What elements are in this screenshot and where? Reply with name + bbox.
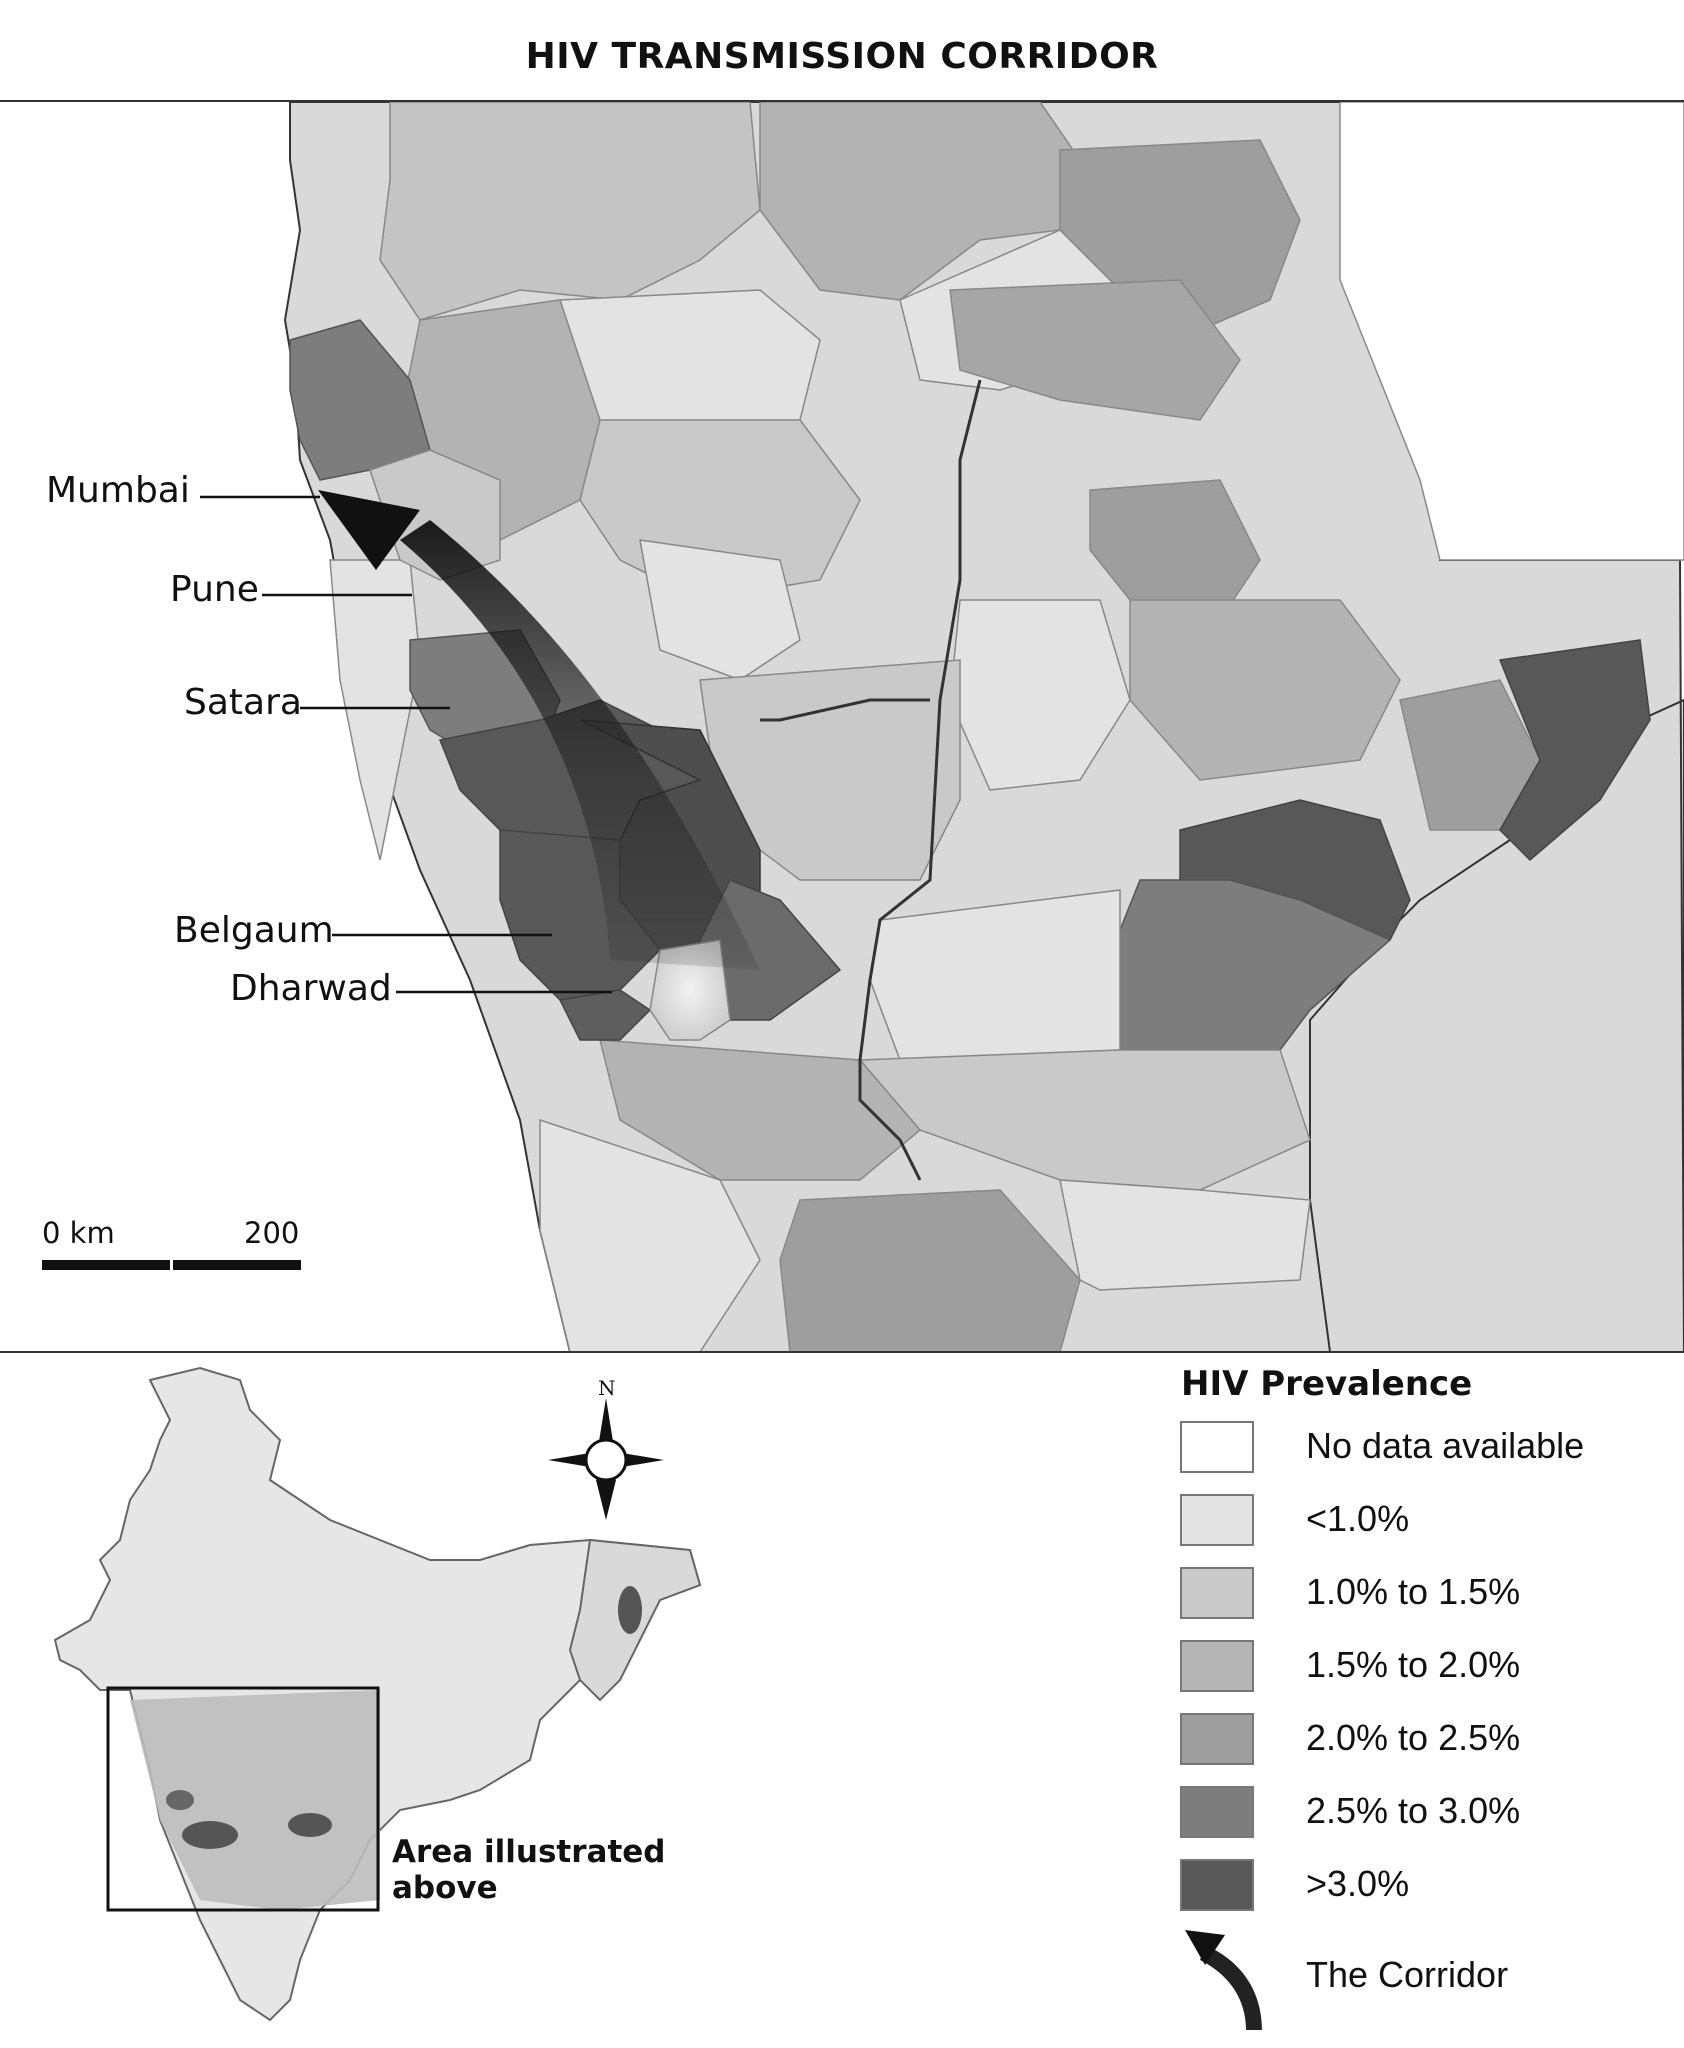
district-north-a [379,102,761,321]
corridor-arrow [318,490,760,970]
state-border [858,379,982,1181]
district-west-coast [329,559,421,861]
legend-corridor-label: The Corridor [1306,1954,1509,1995]
district-center-c [639,539,801,681]
district-south-e [779,1189,1081,1352]
legend-item: 1.0% to 1.5% [1180,1567,1640,1623]
legend-item: >3.0% [1180,1859,1640,1915]
legend-swatch [1180,1786,1254,1838]
city-label-satara: Satara [184,682,302,723]
legend-label: <1.0% [1306,1498,1410,1539]
city-label-dharwad: Dharwad [230,968,392,1009]
legend-swatch [1180,1713,1254,1765]
district-east-dark [1498,639,1651,862]
inset-area-label-line2: above [392,1870,498,1906]
legend-title: HIV Prevalence [1181,1364,1473,1404]
district-east-top [949,279,1241,421]
city-label-mumbai: Mumbai [46,470,190,511]
legend-swatch [1180,1567,1254,1619]
scale-bar [42,1260,301,1270]
legend-item: 2.0% to 2.5% [1180,1713,1640,1769]
city-label-belgaum: Belgaum [174,910,334,951]
legend-label: 2.0% to 2.5% [1306,1717,1521,1758]
legend-swatch [1180,1494,1254,1546]
district-north-b [759,102,1081,301]
legend-item: 1.5% to 2.0% [1180,1640,1640,1696]
legend-item: <1.0% [1180,1494,1640,1550]
district-south-d [539,1118,761,1352]
legend-label: No data available [1306,1425,1585,1466]
district-center-g [1129,599,1401,781]
legend-swatch [1180,1859,1254,1911]
legend-item: No data available [1180,1421,1640,1477]
legend-label: 2.5% to 3.0% [1306,1790,1521,1831]
district-south-b [858,1049,1311,1191]
scale-start-label: 0 km [42,1216,115,1250]
state-border [760,698,930,722]
scale-end-label: 200 [244,1216,300,1250]
compass-north-label: N [598,1376,616,1400]
legend-label: 1.5% to 2.0% [1306,1644,1521,1685]
inset-area-label-line1: Area illustrated [392,1834,666,1870]
legend-label: 1.0% to 1.5% [1306,1571,1521,1612]
map-bottom-rule [0,1351,1684,1353]
map-title: HIV TRANSMISSION CORRIDOR [525,36,1159,77]
legend-swatch [1180,1640,1254,1692]
district-south-f [1059,1179,1311,1291]
district-east-white [1339,102,1684,561]
legend-label: >3.0% [1306,1863,1410,1904]
legend-swatch [1180,1421,1254,1473]
city-label-pune: Pune [170,569,259,610]
inset-area-label: Area illustrated above [392,1834,692,1906]
leader-lines [200,495,612,994]
legend-item: 2.5% to 3.0% [1180,1786,1640,1842]
district-pune [369,449,501,581]
top-rule [0,100,1684,102]
map-regions [0,102,1684,1352]
